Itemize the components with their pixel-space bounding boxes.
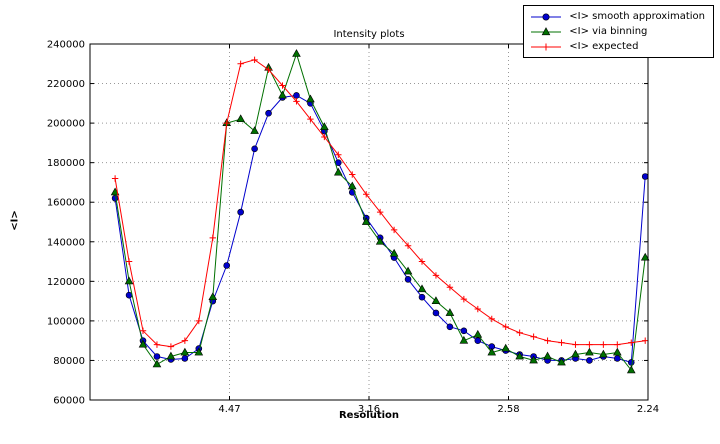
legend-row-smooth-approximation: <I> smooth approximation	[529, 9, 705, 24]
y-tick-label: 140000	[47, 237, 85, 248]
tick-labels: 60000 80000 100000 120000 140000 160000 180000…	[47, 40, 659, 416]
y-tick-label: 80000	[53, 356, 85, 367]
y-tick-label: 240000	[47, 40, 85, 51]
y-tick-label: 160000	[47, 198, 85, 209]
triangle-marker-icon	[531, 26, 562, 35]
x-tick-label: 4.47	[218, 404, 240, 415]
x-tick-label: 2.58	[497, 404, 519, 415]
y-tick-label: 120000	[47, 277, 85, 288]
chart-title: Intensity plots	[333, 29, 405, 40]
series-i-smooth-approximation	[111, 92, 649, 366]
plus-marker-icon	[531, 43, 562, 50]
y-tick-label: 100000	[47, 316, 85, 327]
legend: <I> smooth approximation <I> via binning…	[523, 5, 714, 58]
legend-row-expected: <I> expected	[529, 39, 705, 54]
legend-label: <I> expected	[569, 41, 639, 52]
y-tick-label: 200000	[47, 119, 85, 130]
y-axis-label: <I>	[9, 210, 21, 231]
x-tick-label: 2.24	[637, 404, 659, 415]
circle-marker-icon	[531, 12, 562, 21]
x-tick-label: 3.16	[358, 404, 380, 415]
y-tick-label: 220000	[47, 79, 85, 90]
legend-row-via-binning: <I> via binning	[529, 24, 705, 39]
legend-label: <I> via binning	[569, 26, 648, 37]
x-axis-label: Resolution	[338, 410, 400, 421]
series-i-expected	[111, 56, 649, 350]
series-i-via-binning	[110, 49, 650, 374]
y-tick-label: 180000	[47, 158, 85, 169]
legend-label: <I> smooth approximation	[569, 11, 705, 22]
y-tick-label: 60000	[53, 396, 85, 407]
